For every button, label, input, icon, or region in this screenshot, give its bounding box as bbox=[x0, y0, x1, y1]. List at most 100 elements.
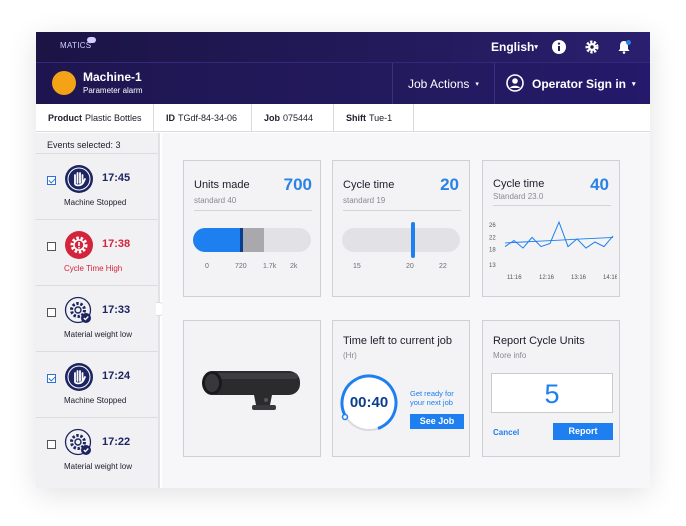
event-item[interactable]: 17:22 Material weight low bbox=[36, 417, 158, 483]
next-job-hint: Get ready for your next job bbox=[410, 389, 454, 407]
divider bbox=[493, 205, 611, 206]
units-progress-marker bbox=[240, 228, 244, 252]
event-label: Machine Stopped bbox=[64, 198, 127, 207]
cycle-time-trend-line bbox=[504, 236, 614, 244]
x-tick-label: 14:16 bbox=[603, 275, 617, 281]
event-item[interactable]: 17:45 Machine Stopped bbox=[36, 153, 158, 219]
operator-sign-in-dropdown[interactable]: Operator Sign in ▾ bbox=[532, 77, 636, 91]
brand-logo: MATICS bbox=[60, 41, 92, 50]
tick-label: 720 bbox=[235, 263, 247, 270]
info-icon[interactable] bbox=[551, 39, 567, 55]
report-units-input[interactable]: 5 bbox=[491, 373, 613, 413]
cog-check-icon bbox=[64, 296, 92, 324]
units-made-card[interactable]: Units made 700 standard 40 0 720 1.7k 2k bbox=[183, 160, 321, 297]
card-title: Cycle time bbox=[343, 179, 395, 191]
info-id: ID TGdf-84-34-06 bbox=[154, 104, 252, 132]
machine-status-text: Parameter alarm bbox=[83, 86, 143, 95]
event-checkbox[interactable] bbox=[47, 242, 56, 251]
event-time: 17:45 bbox=[102, 172, 131, 184]
app-window: MATICS English▾ Machine-1 Parameter alar… bbox=[36, 32, 650, 488]
x-tick-label: 11:16 bbox=[507, 275, 522, 281]
cycle-time-trend-card[interactable]: Cycle time 40 Standard 23.0 13 18 22 26 11:1… bbox=[482, 160, 620, 297]
y-tick-label: 18 bbox=[489, 248, 496, 254]
tick-label: 0 bbox=[205, 263, 209, 270]
card-title: Time left to current job bbox=[343, 335, 453, 347]
gear-icon[interactable] bbox=[584, 39, 600, 55]
card-subtitle: Standard 23.0 bbox=[493, 192, 544, 201]
tick-label: 2k bbox=[290, 263, 298, 270]
top-bar: MATICS English▾ bbox=[36, 32, 650, 62]
event-label: Material weight low bbox=[64, 462, 133, 471]
x-tick-label: 13:16 bbox=[571, 275, 587, 281]
language-selector[interactable]: English▾ bbox=[491, 40, 538, 54]
cog-check-icon bbox=[64, 428, 92, 456]
countdown-ring bbox=[340, 374, 398, 432]
dashboard-main: Units made 700 standard 40 0 720 1.7k 2k… bbox=[162, 133, 650, 488]
countdown-time: 00:40 bbox=[349, 394, 389, 411]
report-cycle-units-card[interactable]: Report Cycle Units More info 5 Cancel Re… bbox=[482, 320, 620, 457]
divider bbox=[494, 63, 495, 105]
units-progress-bar bbox=[193, 228, 311, 252]
event-label: Cycle Time High bbox=[64, 264, 123, 273]
event-label: Material weight low bbox=[64, 330, 133, 339]
y-tick-label: 26 bbox=[489, 223, 496, 229]
info-job: Job 075444 bbox=[252, 104, 334, 132]
user-icon bbox=[506, 74, 524, 92]
cancel-button[interactable]: Cancel bbox=[493, 428, 520, 437]
tick-label: 15 bbox=[353, 263, 361, 270]
job-actions-dropdown[interactable]: Job Actions ▾ bbox=[408, 77, 479, 91]
divider bbox=[343, 210, 461, 211]
cycle-time-line-chart: 13 18 22 26 11:16 12:16 13:16 14:16 bbox=[489, 220, 617, 281]
card-subtitle: standard 19 bbox=[343, 196, 386, 205]
event-checkbox[interactable] bbox=[47, 440, 56, 449]
report-button[interactable]: Report bbox=[553, 423, 613, 440]
machine-bar: Machine-1 Parameter alarm Job Actions ▾ O… bbox=[36, 62, 650, 105]
event-checkbox[interactable] bbox=[47, 176, 56, 185]
machine-name: Machine-1 bbox=[83, 70, 142, 84]
cycle-time-trend-value: 40 bbox=[590, 175, 609, 194]
cycle-time-value: 20 bbox=[440, 175, 459, 194]
event-checkbox[interactable] bbox=[47, 308, 56, 317]
machine-status-indicator bbox=[52, 71, 76, 95]
more-info-link[interactable]: More info bbox=[493, 351, 527, 360]
event-label: Machine Stopped bbox=[64, 396, 127, 405]
y-tick-label: 13 bbox=[489, 263, 496, 269]
job-info-bar: Product Plastic Bottles ID TGdf-84-34-06 J… bbox=[36, 104, 650, 132]
y-tick-label: 22 bbox=[489, 235, 496, 241]
units-progress-fill bbox=[193, 228, 242, 252]
product-device-icon bbox=[202, 371, 300, 410]
event-item[interactable]: 17:24 Machine Stopped bbox=[36, 351, 158, 417]
tick-label: 20 bbox=[406, 263, 414, 270]
hand-stop-icon bbox=[65, 165, 93, 193]
event-time: 17:22 bbox=[102, 436, 131, 448]
card-title: Cycle time bbox=[493, 178, 545, 190]
cog-alert-icon bbox=[65, 231, 93, 259]
units-made-value: 700 bbox=[283, 175, 312, 194]
event-time: 17:24 bbox=[102, 370, 131, 382]
card-subtitle: (Hr) bbox=[343, 351, 357, 360]
tick-label: 22 bbox=[439, 263, 447, 270]
info-product: Product Plastic Bottles bbox=[36, 104, 154, 132]
events-sidebar: Events selected: 3 17:45 Machine Stopped… bbox=[36, 133, 160, 488]
bell-icon[interactable] bbox=[616, 39, 632, 55]
time-left-card[interactable]: Time left to current job (Hr) 00:40 Get … bbox=[332, 320, 470, 457]
tick-label: 1.7k bbox=[263, 263, 277, 270]
events-selected-count: Events selected: 3 bbox=[47, 140, 121, 150]
card-title: Report Cycle Units bbox=[493, 335, 585, 347]
x-tick-label: 12:16 bbox=[539, 275, 555, 281]
card-title: Units made bbox=[194, 179, 250, 191]
event-checkbox[interactable] bbox=[47, 374, 56, 383]
cycle-time-series-line bbox=[504, 220, 614, 249]
divider bbox=[392, 63, 393, 105]
event-item[interactable]: 17:38 Cycle Time High bbox=[36, 219, 158, 285]
divider bbox=[194, 210, 312, 211]
product-image-card bbox=[183, 320, 321, 457]
info-shift: Shift Tue-1 bbox=[334, 104, 414, 132]
brand-logo-mark bbox=[87, 37, 96, 43]
cycle-time-card[interactable]: Cycle time 20 standard 19 15 20 22 bbox=[332, 160, 470, 297]
card-subtitle: standard 40 bbox=[194, 196, 237, 205]
cycle-time-range-bar bbox=[342, 222, 460, 258]
see-job-button[interactable]: See Job bbox=[410, 414, 464, 429]
event-time: 17:33 bbox=[102, 304, 131, 316]
event-item[interactable]: 17:33 Material weight low bbox=[36, 285, 158, 351]
